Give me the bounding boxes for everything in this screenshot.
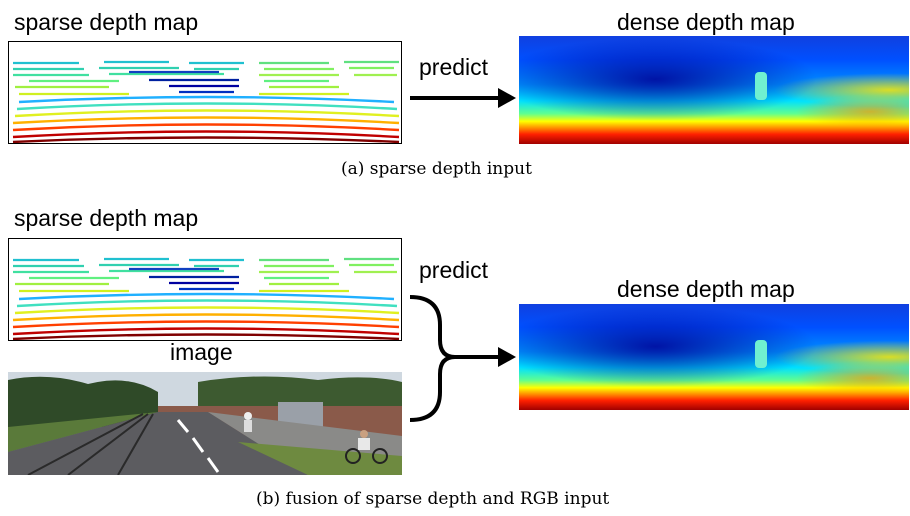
sparse-depth-scanlines-a [12, 60, 400, 143]
rgb-image-b [8, 372, 402, 475]
dense-depth-label-a: dense depth map [617, 9, 795, 35]
predict-label-b: predict [419, 257, 489, 283]
rgb-image-scene [8, 372, 402, 475]
dense-depth-far-region-b [519, 304, 909, 410]
sparse-depth-label-b: sparse depth map [14, 205, 199, 231]
dense-depth-label-b: dense depth map [617, 276, 795, 302]
dense-depth-object-b [755, 340, 767, 368]
caption-b: (b) fusion of sparse depth and RGB input [256, 489, 610, 509]
dense-depth-far-region-a [519, 36, 909, 144]
sparse-depth-map-a [8, 41, 402, 144]
image-label-b: image [170, 339, 233, 365]
sparse-depth-map-b [8, 238, 402, 341]
dense-depth-map-a [519, 36, 909, 144]
dense-depth-map-b [519, 304, 909, 410]
predict-label-a: predict [419, 54, 489, 80]
sparse-depth-label-a: sparse depth map [14, 9, 199, 35]
dense-depth-object-a [755, 72, 767, 100]
caption-a: (a) sparse depth input [341, 159, 532, 179]
sparse-depth-scanlines-b [12, 257, 400, 340]
